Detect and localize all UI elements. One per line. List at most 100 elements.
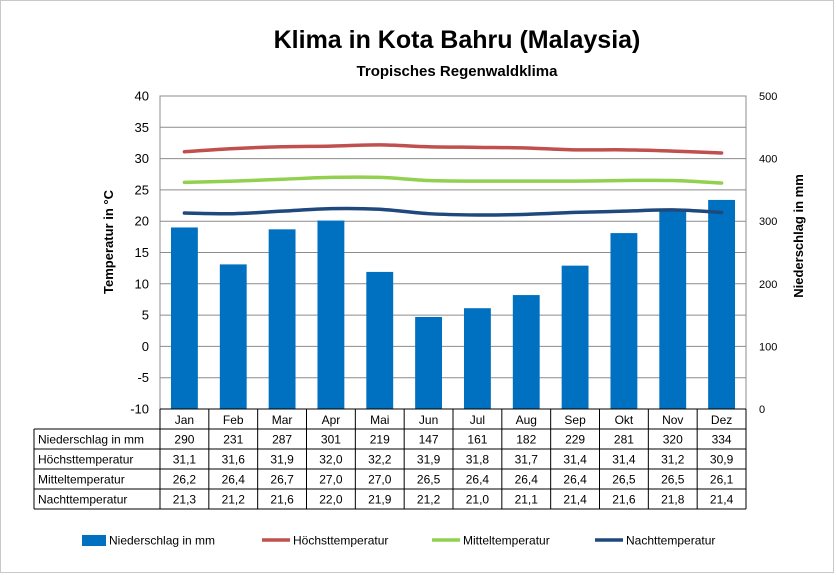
data-label: 21,2 <box>417 493 441 507</box>
data-label: 31,4 <box>563 453 587 467</box>
legend-swatch <box>82 535 106 546</box>
data-label: 21,2 <box>222 493 246 507</box>
table-row-label: Mitteltemperatur <box>38 473 125 487</box>
right-tick-label: 200 <box>759 279 777 291</box>
data-label: 26,2 <box>173 473 197 487</box>
precipitation-bar <box>415 316 443 409</box>
gridlines <box>160 95 746 379</box>
data-label: 31,9 <box>270 453 294 467</box>
precipitation-bar <box>610 233 638 409</box>
legend-label: Mitteltemperatur <box>463 534 550 548</box>
data-label: 21,9 <box>368 493 392 507</box>
category-label: Nov <box>662 413 683 427</box>
left-tick-label: 10 <box>135 276 149 291</box>
precipitation-bar <box>561 265 589 409</box>
data-label: 26,4 <box>466 473 490 487</box>
data-label: 26,4 <box>563 473 587 487</box>
left-axis-title: Temperatur in °C <box>101 189 116 294</box>
data-label: 26,1 <box>710 473 734 487</box>
left-tick-label: 40 <box>135 89 149 104</box>
data-label: 301 <box>321 433 341 447</box>
data-table: Jan Feb Mar Apr Mai Jun Jul Aug Sep Okt Nov Dez Nied… <box>33 408 747 510</box>
precipitation-bar <box>512 295 540 409</box>
left-tick-label: 35 <box>135 120 149 135</box>
left-tick-label: 5 <box>142 308 149 323</box>
data-label: 147 <box>419 433 439 447</box>
data-label: 27,0 <box>319 473 343 487</box>
data-label: 31,4 <box>612 453 636 467</box>
precipitation-bar <box>268 229 296 409</box>
category-label: Jan <box>175 413 194 427</box>
temperature-lines <box>182 143 724 217</box>
precipitation-bar <box>708 199 736 409</box>
left-tick-label: -10 <box>130 402 149 417</box>
left-tick-label: 30 <box>135 151 149 166</box>
precipitation-bar <box>219 264 247 409</box>
precipitation-bars <box>170 199 736 409</box>
data-label: 31,9 <box>417 453 441 467</box>
data-label: 30,9 <box>710 453 734 467</box>
right-tick-label: 300 <box>759 216 777 228</box>
right-tick-label: 500 <box>759 91 777 103</box>
left-tick-label: 15 <box>135 245 149 260</box>
category-label: Mar <box>272 413 293 427</box>
data-label: 21,4 <box>563 493 587 507</box>
data-label: 31,1 <box>173 453 197 467</box>
data-label: 21,8 <box>661 493 685 507</box>
data-label: 290 <box>174 433 194 447</box>
data-label: 26,5 <box>661 473 685 487</box>
data-label: 21,1 <box>515 493 539 507</box>
data-label: 26,5 <box>417 473 441 487</box>
data-label: 281 <box>614 433 634 447</box>
right-tick-label: 400 <box>759 154 777 166</box>
category-label: Feb <box>223 413 244 427</box>
data-label: 21,6 <box>612 493 636 507</box>
category-label: Dez <box>711 413 732 427</box>
data-label: 32,0 <box>319 453 343 467</box>
precipitation-bar <box>659 208 687 409</box>
category-label: Apr <box>322 413 341 427</box>
legend-label: Nachttemperatur <box>626 534 715 548</box>
legend-label: Niederschlag in mm <box>109 534 215 548</box>
precipitation-bar <box>317 220 345 409</box>
category-label: Mai <box>370 413 389 427</box>
table-row-label: Höchsttemperatur <box>38 453 133 467</box>
category-label: Jul <box>470 413 485 427</box>
data-label: 31,8 <box>466 453 490 467</box>
data-label: 31,6 <box>222 453 246 467</box>
series-line <box>182 206 724 217</box>
right-axis-title: Niederschlag in mm <box>791 174 806 298</box>
table-row-label: Nachttemperatur <box>38 493 127 507</box>
category-label: Aug <box>516 413 537 427</box>
right-tick-label: 0 <box>759 404 765 416</box>
left-tick-label: 25 <box>135 182 149 197</box>
data-label: 320 <box>663 433 683 447</box>
data-label: 21,3 <box>173 493 197 507</box>
data-label: 26,7 <box>270 473 294 487</box>
legend: Niederschlag in mm Höchsttemperatur Mittel… <box>82 534 715 548</box>
series-line <box>182 175 724 185</box>
chart-title: Klima in Kota Bahru (Malaysia) <box>274 26 641 54</box>
data-label: 21,6 <box>270 493 294 507</box>
left-tick-label: 20 <box>135 214 149 229</box>
data-label: 231 <box>223 433 243 447</box>
data-label: 182 <box>516 433 536 447</box>
category-label: Jun <box>419 413 438 427</box>
data-label: 26,4 <box>515 473 539 487</box>
data-label: 219 <box>370 433 390 447</box>
precipitation-bar <box>170 227 198 409</box>
data-label: 32,2 <box>368 453 392 467</box>
data-label: 287 <box>272 433 292 447</box>
category-label: Okt <box>615 413 634 427</box>
data-label: 21,4 <box>710 493 734 507</box>
precipitation-bar <box>366 271 394 409</box>
category-label: Sep <box>564 413 586 427</box>
data-label: 31,7 <box>515 453 539 467</box>
data-label: 26,4 <box>222 473 246 487</box>
data-label: 334 <box>712 433 732 447</box>
right-tick-label: 100 <box>759 341 777 353</box>
data-label: 21,0 <box>466 493 490 507</box>
table-row-label: Niederschlag in mm <box>38 433 144 447</box>
